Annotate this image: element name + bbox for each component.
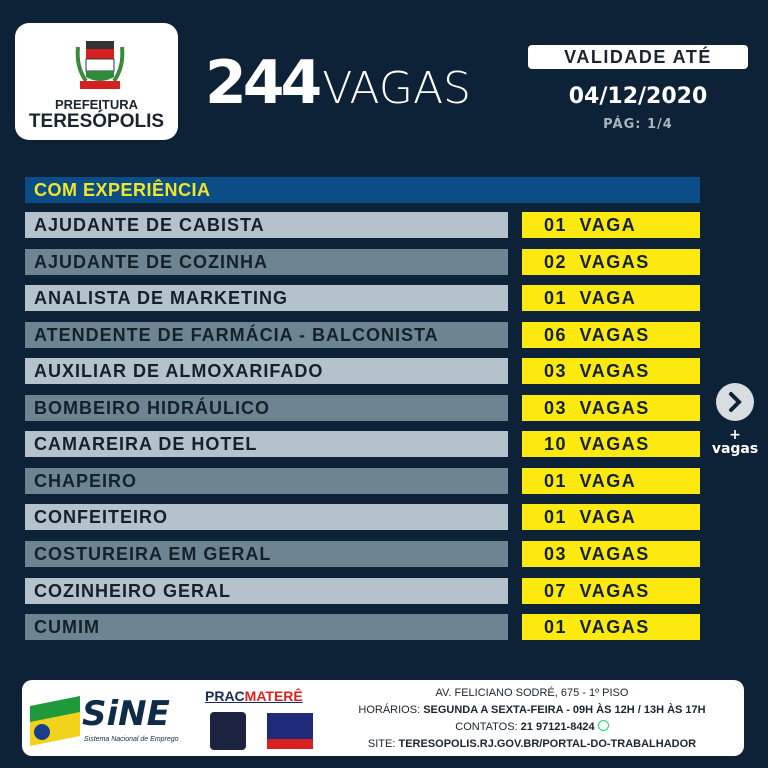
vacancy-count: 244 [205,48,322,118]
openings-badge: 06 VAGAS [522,321,700,348]
job-row: ANALISTA DE MARKETING 01 VAGA [25,285,700,312]
job-row: AJUDANTE DE CABISTA 01 VAGA [25,212,700,238]
job-title: COZINHEIRO GERAL [25,577,508,604]
whatsapp-icon [597,720,609,731]
job-row: AUXILIAR DE ALMOXARIFADO 03 VAGAS [25,358,700,385]
total-vacancies: 244VAGAS [205,48,471,118]
job-title: AJUDANTE DE CABISTA [25,212,508,238]
pracamatere-logo: PRACMATERÊ [205,688,303,704]
job-row: COZINHEIRO GERAL 07 VAGAS [25,577,700,604]
site-label: SITE: [367,738,399,750]
job-title: BOMBEIRO HIDRÁULICO [25,394,508,421]
job-title: AUXILIAR DE ALMOXARIFADO [25,358,508,385]
job-title: AJUDANTE DE COZINHA [25,248,508,275]
openings-badge: 03 VAGAS [522,540,700,567]
contact-info: AV. FELICIANO SODRÉ, 675 - 1º PISO HORÁR… [322,685,742,753]
openings-badge: 01 VAGAS [522,614,700,641]
sine-text: SiNE [82,694,170,734]
job-title: CAMAREIRA DE HOTEL [25,431,508,458]
openings-badge: 01 VAGA [522,212,700,238]
job-title: ATENDENTE DE FARMÁCIA - BALCONISTA [25,321,508,348]
city-crest-icon [75,41,125,89]
openings-badge: 02 VAGAS [522,248,700,275]
more-vacancies-label[interactable]: + vagas [703,428,767,456]
sine-subtitle: Sistema Nacional de Emprego [84,736,179,743]
section-title: COM EXPERIÊNCIA [25,177,700,203]
address: AV. FELICIANO SODRÉ, 675 - 1º PISO [435,687,629,699]
job-title: CHAPEIRO [25,467,508,494]
job-row: CONFEITEIRO 01 VAGA [25,504,700,531]
openings-badge: 10 VAGAS [522,431,700,458]
more-label: vagas [711,441,759,457]
job-row: BOMBEIRO HIDRÁULICO 03 VAGAS [25,394,700,421]
next-page-button[interactable] [716,383,754,421]
openings-badge: 03 VAGAS [522,394,700,421]
contact-label: CONTATOS: [455,721,521,733]
job-row: CHAPEIRO 01 VAGA [25,467,700,494]
plus-sign: + [729,427,741,443]
logo-line2: TERESÓPOLIS [28,111,165,132]
job-title: CONFEITEIRO [25,504,508,531]
job-row: AJUDANTE DE COZINHA 02 VAGAS [25,248,700,275]
openings-badge: 07 VAGAS [522,577,700,604]
prac-a: PRAC [205,688,245,704]
openings-badge: 01 VAGA [522,467,700,494]
job-row: CAMAREIRA DE HOTEL 10 VAGAS [25,431,700,458]
openings-badge: 01 VAGA [522,285,700,312]
hours: SEGUNDA A SEXTA-FEIRA - 09H ÀS 12H / 13H… [423,704,706,716]
prefeitura-logo: PREFEITURA TERESÓPOLIS [15,23,178,140]
phone: 21 97121-8424 [520,721,595,733]
site-link[interactable]: TERESOPOLIS.RJ.GOV.BR/PORTAL-DO-TRABALHA… [398,738,697,750]
validity-date: 04/12/2020 [568,84,708,109]
footer: SiNE Sistema Nacional de Emprego PRACMAT… [22,680,744,756]
openings-badge: 01 VAGA [522,504,700,531]
chevron-right-icon [729,392,742,412]
logo-line1: PREFEITURA [54,97,139,112]
job-title: ANALISTA DE MARKETING [25,285,508,312]
job-title: CUMIM [25,614,508,641]
job-row: ATENDENTE DE FARMÁCIA - BALCONISTA 06 VAG… [25,321,700,348]
teresopolis-badge [267,713,313,749]
sine-logo: SiNE Sistema Nacional de Emprego [30,692,180,748]
vacancy-unit: VAGAS [322,63,471,114]
app-icon [210,712,246,750]
validity-label: VALIDADE ATÉ [528,45,748,69]
job-title: COSTUREIRA EM GERAL [25,540,508,567]
job-row: CUMIM 01 VAGAS [25,614,700,641]
prac-b: MATERÊ [244,688,303,704]
page-indicator: PÁG: 1/4 [603,117,673,132]
brazil-flag-icon [30,696,80,746]
job-row: COSTUREIRA EM GERAL 03 VAGAS [25,540,700,567]
hours-label: HORÁRIOS: [358,704,424,716]
openings-badge: 03 VAGAS [522,358,700,385]
